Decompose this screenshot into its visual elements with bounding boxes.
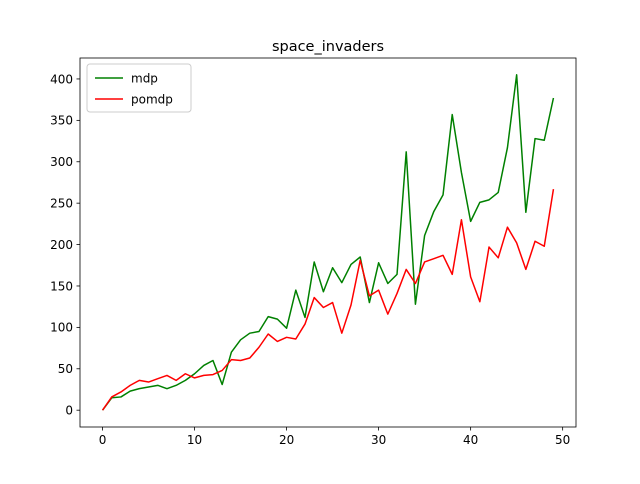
y-tick-label: 100 <box>50 321 73 335</box>
legend-box <box>86 63 192 113</box>
legend-label-mdp: mdp <box>131 72 158 86</box>
plot-area <box>101 74 555 411</box>
y-tick-label: 0 <box>65 403 73 417</box>
y-tick-label: 400 <box>50 72 73 86</box>
x-tick-label: 40 <box>463 433 478 447</box>
y-tick-label: 250 <box>50 196 73 210</box>
x-tick-label: 20 <box>279 433 294 447</box>
series-line-mdp <box>101 74 555 411</box>
legend-label-pomdp: pomdp <box>131 93 173 107</box>
axes-frame <box>79 57 577 428</box>
x-tick-label: 50 <box>555 433 570 447</box>
axes: 0 10 20 30 40 50 0 50 100 150 200 250 300 350 400 <box>50 57 577 447</box>
x-tick-label: 0 <box>99 433 107 447</box>
chart-title: space_invaders <box>272 39 384 55</box>
y-tick-label: 350 <box>50 114 73 128</box>
x-tick-label: 10 <box>187 433 202 447</box>
y-tick-label: 150 <box>50 279 73 293</box>
y-tick-label: 300 <box>50 155 73 169</box>
y-tick-label: 200 <box>50 238 73 252</box>
legend: mdp pomdp <box>86 63 192 113</box>
series-line-pomdp <box>101 188 555 411</box>
y-tick-label: 50 <box>58 362 73 376</box>
x-tick-label: 30 <box>371 433 386 447</box>
